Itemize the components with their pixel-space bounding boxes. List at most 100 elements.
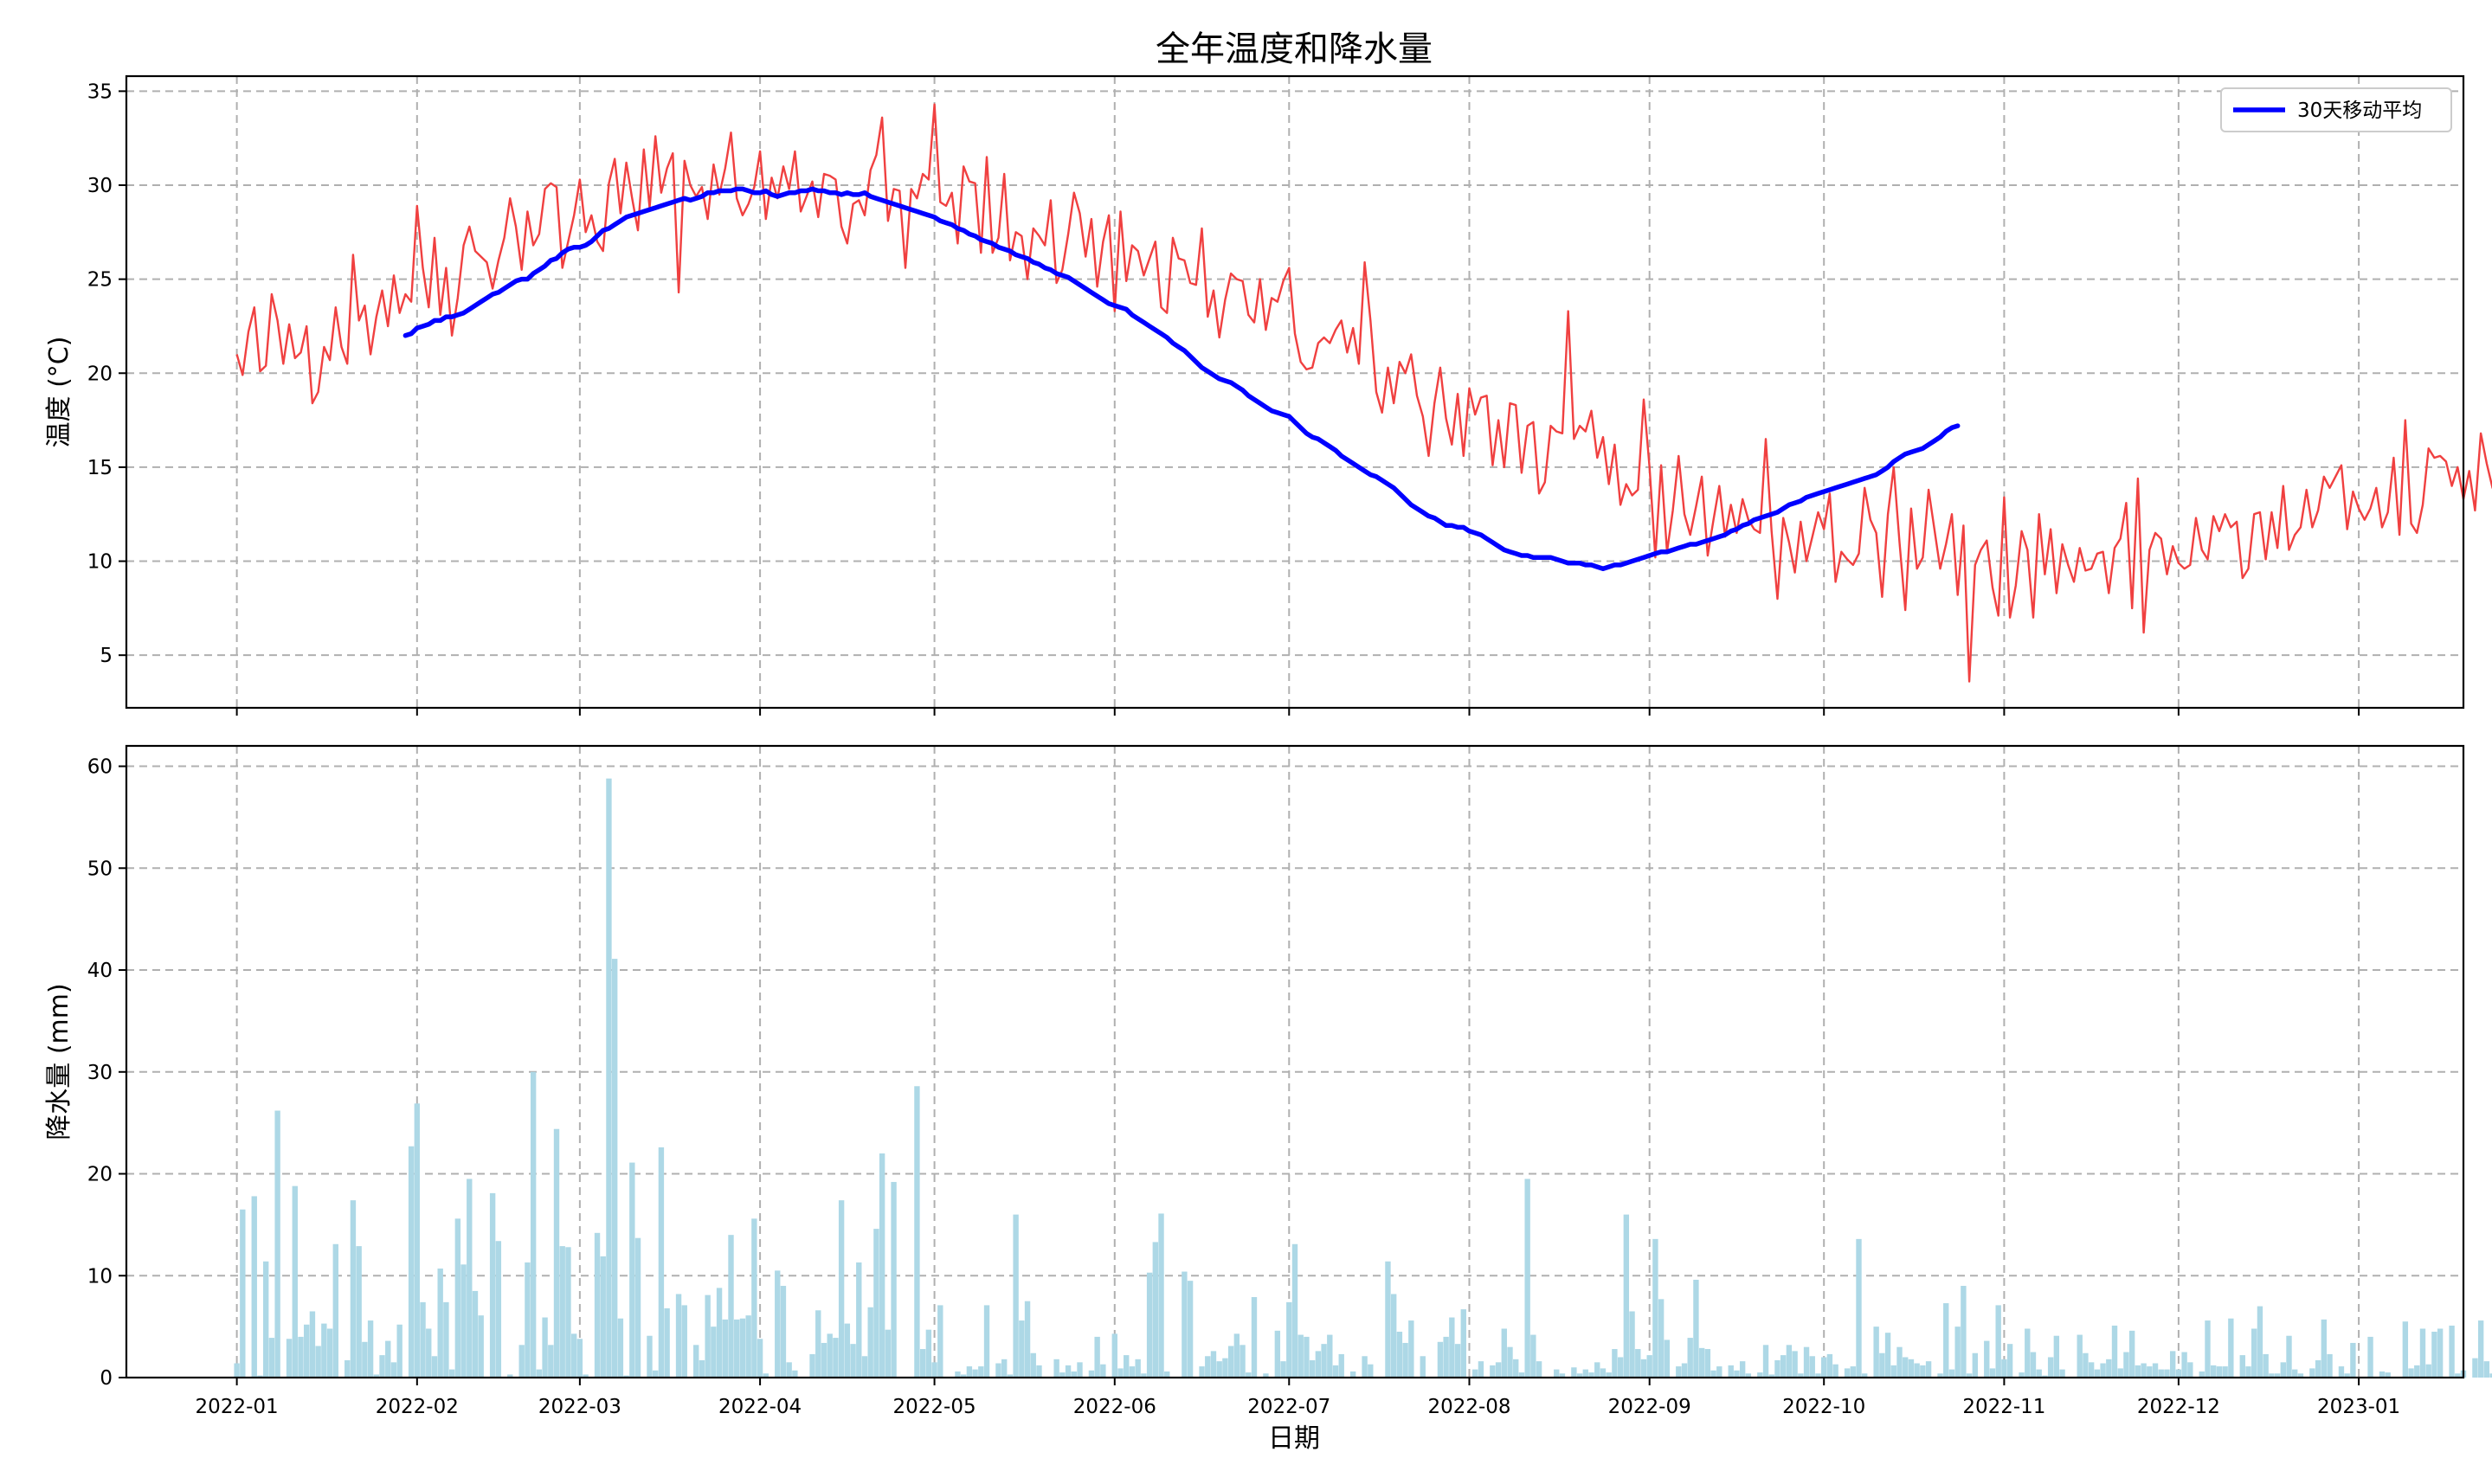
- precipitation-bar-64: [606, 778, 612, 1378]
- x-tick-label-2022-09: 2022-09: [1608, 1396, 1691, 1418]
- precipitation-ytick-label-50: 50: [87, 858, 113, 880]
- temperature-ytick-label-35: 35: [87, 80, 113, 103]
- precipitation-bar-233: [1588, 1372, 1594, 1378]
- precipitation-bar-16: [326, 1328, 333, 1378]
- precipitation-bar-189: [1332, 1365, 1339, 1378]
- precipitation-bar-314: [2059, 1369, 2065, 1378]
- precipitation-bar-333: [2169, 1351, 2176, 1378]
- precipitation-bar-7: [274, 1110, 280, 1378]
- precipitation-bar-131: [995, 1363, 1001, 1378]
- precipitation-bar-240: [1629, 1311, 1635, 1378]
- precipitation-bar-125: [960, 1374, 967, 1378]
- precipitation-bar-289: [1914, 1363, 1920, 1378]
- x-tick-label-2022-04: 2022-04: [718, 1396, 802, 1418]
- precipitation-bar-352: [2280, 1362, 2286, 1378]
- chart-title: 全年温度和降水量: [1156, 29, 1433, 69]
- precipitation-bar-160: [1164, 1371, 1170, 1378]
- precipitation-bar-83: [716, 1288, 723, 1378]
- precipitation-bar-288: [1908, 1359, 1915, 1378]
- precipitation-bar-177: [1263, 1373, 1269, 1378]
- precipitation-bar-39: [460, 1264, 467, 1378]
- precipitation-bar-353: [2286, 1335, 2292, 1378]
- precipitation-bar-321: [2100, 1363, 2106, 1378]
- precipitation-bar-255: [1716, 1366, 1723, 1378]
- moving-average-line: [402, 186, 1961, 571]
- precipitation-bar-104: [838, 1200, 845, 1378]
- precipitation-bar-118: [919, 1349, 926, 1378]
- precipitation-bar-388: [2489, 1373, 2492, 1378]
- precipitation-bar-241: [1635, 1349, 1641, 1378]
- precipitation-bar-272: [1815, 1373, 1821, 1378]
- precipitation-bar-5: [263, 1261, 269, 1378]
- precipitation-bar-111: [879, 1153, 885, 1378]
- precipitation-bar-67: [623, 1375, 629, 1378]
- precipitation-bar-112: [885, 1329, 892, 1378]
- precipitation-bar-44: [489, 1192, 496, 1378]
- legend-label-moving-average: 30天移动平均: [2297, 100, 2422, 122]
- precipitation-bar-72: [653, 1370, 659, 1378]
- precipitation-bar-264: [1768, 1374, 1774, 1378]
- precipitation-bar-201: [1402, 1342, 1408, 1378]
- precipitation-bar-126: [966, 1366, 973, 1378]
- precipitation-bar-263: [1762, 1345, 1769, 1378]
- precipitation-bar-251: [1693, 1279, 1699, 1378]
- precipitation-bar-294: [1943, 1303, 1949, 1378]
- precipitation-bar-56: [559, 1246, 565, 1378]
- precipitation-bar-381: [2449, 1325, 2455, 1378]
- precipitation-bar-133: [1007, 1374, 1014, 1378]
- precipitation-bar-180: [1280, 1361, 1286, 1378]
- precipitation-bar-334: [2175, 1369, 2182, 1378]
- precipitation-axes-frame: [125, 744, 2465, 1379]
- precipitation-bar-270: [1803, 1346, 1810, 1378]
- temperature-ytick-label-20: 20: [87, 363, 113, 385]
- temperature-ytick-label-5: 5: [100, 645, 113, 667]
- precipitation-bar-175: [1251, 1296, 1258, 1378]
- precipitation-bar-369: [2379, 1371, 2386, 1378]
- precipitation-bar-228: [1559, 1373, 1566, 1378]
- precipitation-bar-268: [1792, 1351, 1798, 1378]
- precipitation-bar-359: [2321, 1319, 2327, 1378]
- precipitation-bar-259: [1739, 1361, 1746, 1378]
- x-axis-label: 日期: [1268, 1423, 1320, 1454]
- precipitation-bar-33: [426, 1328, 432, 1378]
- temperature-panel: 5 10 15 20 25 30 35 温度 (°C) 30天移动平均: [44, 74, 2492, 716]
- precipitation-bar-84: [722, 1319, 728, 1378]
- precipitation-bar-355: [2297, 1373, 2304, 1378]
- precipitation-bar-302: [1989, 1368, 1996, 1378]
- precipitation-bar-216: [1490, 1365, 1496, 1378]
- precipitation-bar-21: [356, 1246, 362, 1378]
- precipitation-bar-55: [553, 1128, 560, 1378]
- precipitation-bar-260: [1745, 1373, 1752, 1378]
- precipitation-bar-199: [1390, 1294, 1397, 1378]
- precipitation-bar-74: [664, 1307, 670, 1378]
- precipitation-bar-85: [728, 1235, 734, 1378]
- precipitation-bar-282: [1873, 1327, 1879, 1378]
- precipitation-bar-242: [1640, 1359, 1647, 1378]
- precipitation-bar-155: [1135, 1359, 1141, 1378]
- precipitation-bar-99: [809, 1353, 815, 1378]
- precipitation-bar-149: [1100, 1364, 1106, 1378]
- precipitation-bar-174: [1246, 1372, 1252, 1378]
- precipitation-bar-209: [1449, 1317, 1455, 1378]
- precipitation-bar-167: [1205, 1356, 1211, 1378]
- precipitation-bar-36: [443, 1301, 449, 1378]
- precipitation-bar-230: [1571, 1367, 1577, 1378]
- precipitation-bar-293: [1937, 1373, 1943, 1378]
- precipitation-bar-220: [1513, 1359, 1519, 1378]
- precipitation-bar-113: [891, 1181, 897, 1378]
- precipitation-bar-224: [1536, 1361, 1542, 1378]
- precipitation-bar-347: [2251, 1328, 2257, 1378]
- temperature-ytick-label-30: 30: [87, 175, 113, 197]
- precipitation-bar-119: [925, 1329, 932, 1378]
- precipitation-bar-267: [1786, 1345, 1793, 1378]
- precipitation-bar-323: [2111, 1325, 2118, 1378]
- precipitation-bar-157: [1146, 1272, 1153, 1378]
- precipitation-bar-234: [1594, 1362, 1600, 1378]
- precipitation-bar-80: [699, 1359, 705, 1378]
- precipitation-bar-152: [1117, 1368, 1124, 1378]
- precipitation-ytick-label-10: 10: [87, 1265, 113, 1288]
- precipitation-bar-266: [1780, 1355, 1787, 1378]
- precipitation-bar-327: [2135, 1365, 2141, 1378]
- precipitation-bar-374: [2408, 1368, 2414, 1378]
- precipitation-bar-336: [2187, 1362, 2193, 1378]
